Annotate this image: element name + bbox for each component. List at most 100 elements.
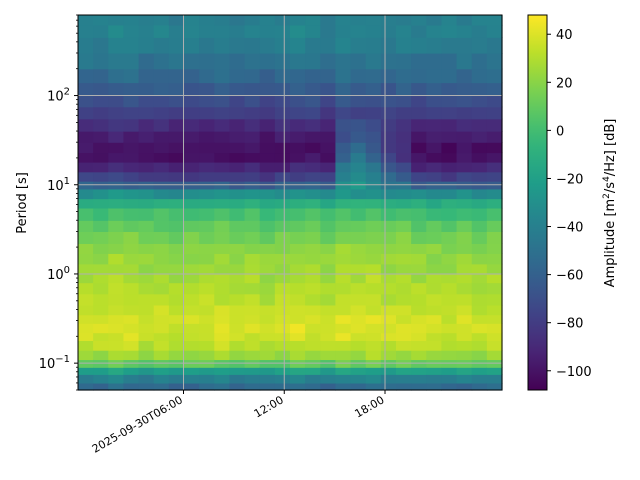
heatmap-cell xyxy=(274,161,291,173)
heatmap-cell xyxy=(168,340,185,351)
heatmap-cell xyxy=(290,118,306,132)
heatmap-cell xyxy=(244,282,261,295)
heatmap-cell xyxy=(441,231,458,244)
heatmap-cell xyxy=(274,118,291,132)
heatmap-cell xyxy=(93,95,109,108)
heatmap-cell xyxy=(486,367,503,375)
heatmap-cell xyxy=(259,332,276,341)
heatmap-cell xyxy=(93,374,109,384)
heatmap-cell xyxy=(123,152,140,163)
heatmap-cell xyxy=(471,382,488,391)
heatmap-cell xyxy=(320,243,337,254)
heatmap-cell xyxy=(214,198,231,209)
heatmap-cell xyxy=(123,323,140,334)
heatmap-cell xyxy=(168,188,185,200)
heatmap-cell xyxy=(93,332,109,341)
heatmap-cell xyxy=(168,95,185,108)
heatmap-cell xyxy=(305,53,321,70)
heatmap-cell xyxy=(184,220,200,232)
heatmap-cell xyxy=(168,118,185,132)
heatmap-cell xyxy=(471,142,488,154)
heatmap-cell xyxy=(396,68,412,84)
heatmap-cell xyxy=(305,161,321,173)
heatmap-cell xyxy=(259,161,276,173)
heatmap-cell xyxy=(380,68,397,84)
heatmap-cell xyxy=(153,24,170,38)
heatmap-cell xyxy=(456,106,473,120)
heatmap-cell xyxy=(123,24,140,38)
heatmap-cell xyxy=(259,118,276,132)
heatmap-cell xyxy=(138,152,155,163)
heatmap-cell xyxy=(274,131,291,143)
heatmap-cell xyxy=(259,350,276,361)
heatmap-cell xyxy=(214,304,231,316)
heatmap-cell xyxy=(320,24,337,38)
heatmap-cell xyxy=(153,68,170,84)
heatmap-cell xyxy=(153,53,170,70)
heatmap-cell xyxy=(471,152,488,163)
heatmap-cell xyxy=(486,106,503,120)
heatmap-cell xyxy=(214,253,231,265)
heatmap-cell xyxy=(153,198,170,209)
heatmap-cell xyxy=(93,118,109,132)
heatmap-cell xyxy=(320,263,337,275)
heatmap-cell xyxy=(471,273,488,284)
heatmap-cell xyxy=(93,161,109,173)
heatmap-cell xyxy=(78,382,94,391)
heatmap-cell xyxy=(441,171,458,182)
heatmap-cell xyxy=(486,263,503,275)
heatmap-cell xyxy=(199,53,215,70)
colorbar-label-part: /s xyxy=(603,182,618,193)
heatmap-cell xyxy=(168,374,185,384)
heatmap-cell xyxy=(123,243,140,254)
heatmap-cell xyxy=(456,304,473,316)
heatmap-cell xyxy=(411,231,427,244)
heatmap-cell xyxy=(138,367,155,375)
heatmap-cell xyxy=(396,24,412,38)
heatmap-cell xyxy=(78,253,94,265)
heatmap-cell xyxy=(441,263,458,275)
heatmap-cell xyxy=(93,293,109,306)
heatmap-cell xyxy=(184,142,200,154)
heatmap-cell xyxy=(214,207,231,221)
heatmap-cell xyxy=(396,106,412,120)
heatmap-cell xyxy=(456,323,473,334)
heatmap-cell xyxy=(93,304,109,316)
heatmap-cell xyxy=(471,171,488,182)
heatmap-cell xyxy=(471,37,488,54)
heatmap-cell xyxy=(441,131,458,143)
heatmap-cell xyxy=(365,374,382,384)
heatmap-cell xyxy=(320,332,337,341)
heatmap-cell xyxy=(486,95,503,108)
heatmap-cell xyxy=(305,253,321,265)
heatmap-cell xyxy=(290,207,306,221)
heatmap-cell xyxy=(168,273,185,284)
heatmap-cell xyxy=(396,152,412,163)
heatmap-cell xyxy=(184,188,200,200)
heatmap-cell xyxy=(244,304,261,316)
heatmap-cell xyxy=(305,231,321,244)
heatmap-cell xyxy=(305,106,321,120)
heatmap-cell xyxy=(320,293,337,306)
heatmap-cell xyxy=(244,37,261,54)
heatmap-cell xyxy=(411,293,427,306)
heatmap-cell xyxy=(199,198,215,209)
heatmap-cell xyxy=(274,282,291,295)
heatmap-cell xyxy=(471,118,488,132)
heatmap-cell xyxy=(244,131,261,143)
heatmap-cell xyxy=(380,106,397,120)
heatmap-cell xyxy=(138,304,155,316)
heatmap-cell xyxy=(138,263,155,275)
heatmap-cell xyxy=(396,161,412,173)
heatmap-cell xyxy=(123,15,140,26)
heatmap-cell xyxy=(244,161,261,173)
heatmap-cell xyxy=(93,314,109,324)
heatmap-cell xyxy=(290,243,306,254)
heatmap-cell xyxy=(274,188,291,200)
heatmap-cell xyxy=(486,243,503,254)
heatmap-cell xyxy=(199,171,215,182)
heatmap-cell xyxy=(78,293,94,306)
heatmap-cell xyxy=(290,293,306,306)
heatmap-cell xyxy=(380,53,397,70)
heatmap-cell xyxy=(199,152,215,163)
